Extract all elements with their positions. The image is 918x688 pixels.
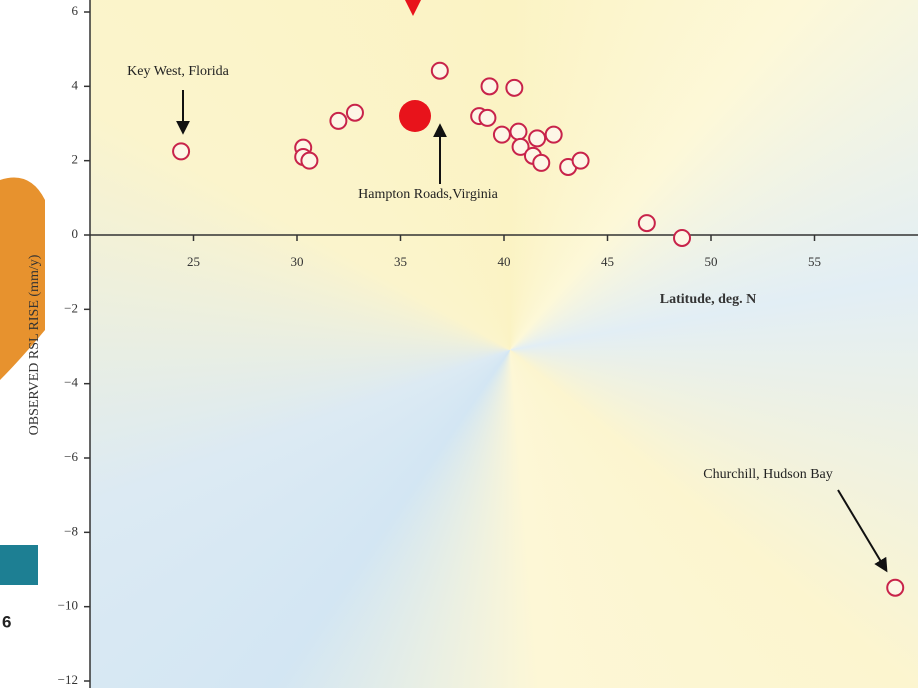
x-tick-label: 45 (601, 254, 614, 269)
x-tick-label: 35 (394, 254, 407, 269)
y-tick-label: −4 (64, 375, 78, 390)
data-point (546, 127, 562, 143)
data-point (674, 230, 690, 246)
data-point (173, 143, 189, 159)
data-point (573, 153, 589, 169)
cropped-text: 6 (2, 612, 11, 631)
data-point (347, 105, 363, 121)
data-point (330, 113, 346, 129)
y-tick-label: 0 (72, 226, 79, 241)
annotation: Hampton Roads,Virginia (358, 187, 498, 202)
data-point (479, 110, 495, 126)
chart: 6 OBSERVED RSL RISE (mm/y) Latitude, deg… (0, 0, 918, 688)
y-tick-label: 6 (72, 3, 79, 18)
x-tick-label: 55 (808, 254, 821, 269)
data-point (432, 63, 448, 79)
y-tick-label: 4 (72, 77, 79, 92)
data-point (506, 80, 522, 96)
y-tick-label: −10 (58, 598, 78, 613)
data-point (301, 153, 317, 169)
selection-marker (399, 100, 431, 132)
y-tick-label: 2 (72, 152, 79, 167)
data-point (510, 124, 526, 140)
y-tick-label: −8 (64, 523, 78, 538)
x-tick-label: 25 (187, 254, 200, 269)
data-point (533, 155, 549, 171)
data-point (529, 130, 545, 146)
data-point (494, 127, 510, 143)
y-axis-label: OBSERVED RSL RISE (mm/y) (27, 254, 42, 435)
annotation-arrow (838, 490, 886, 570)
y-tick-label: −12 (58, 672, 78, 687)
x-tick-label: 40 (498, 254, 511, 269)
data-point (482, 78, 498, 94)
annotation: Churchill, Hudson Bay (703, 467, 833, 482)
screenshot: 6 OBSERVED RSL RISE (mm/y) Latitude, deg… (0, 0, 918, 688)
data-point (887, 580, 903, 596)
x-tick-label: 50 (705, 254, 718, 269)
y-tick-label: −2 (64, 300, 78, 315)
y-tick-label: −6 (64, 449, 78, 464)
pointer-marker (405, 0, 421, 16)
x-axis-label: Latitude, deg. N (660, 292, 756, 307)
x-tick-label: 30 (291, 254, 304, 269)
data-point (639, 215, 655, 231)
annotation: Key West, Florida (127, 64, 229, 79)
cropped-icon (0, 545, 38, 585)
